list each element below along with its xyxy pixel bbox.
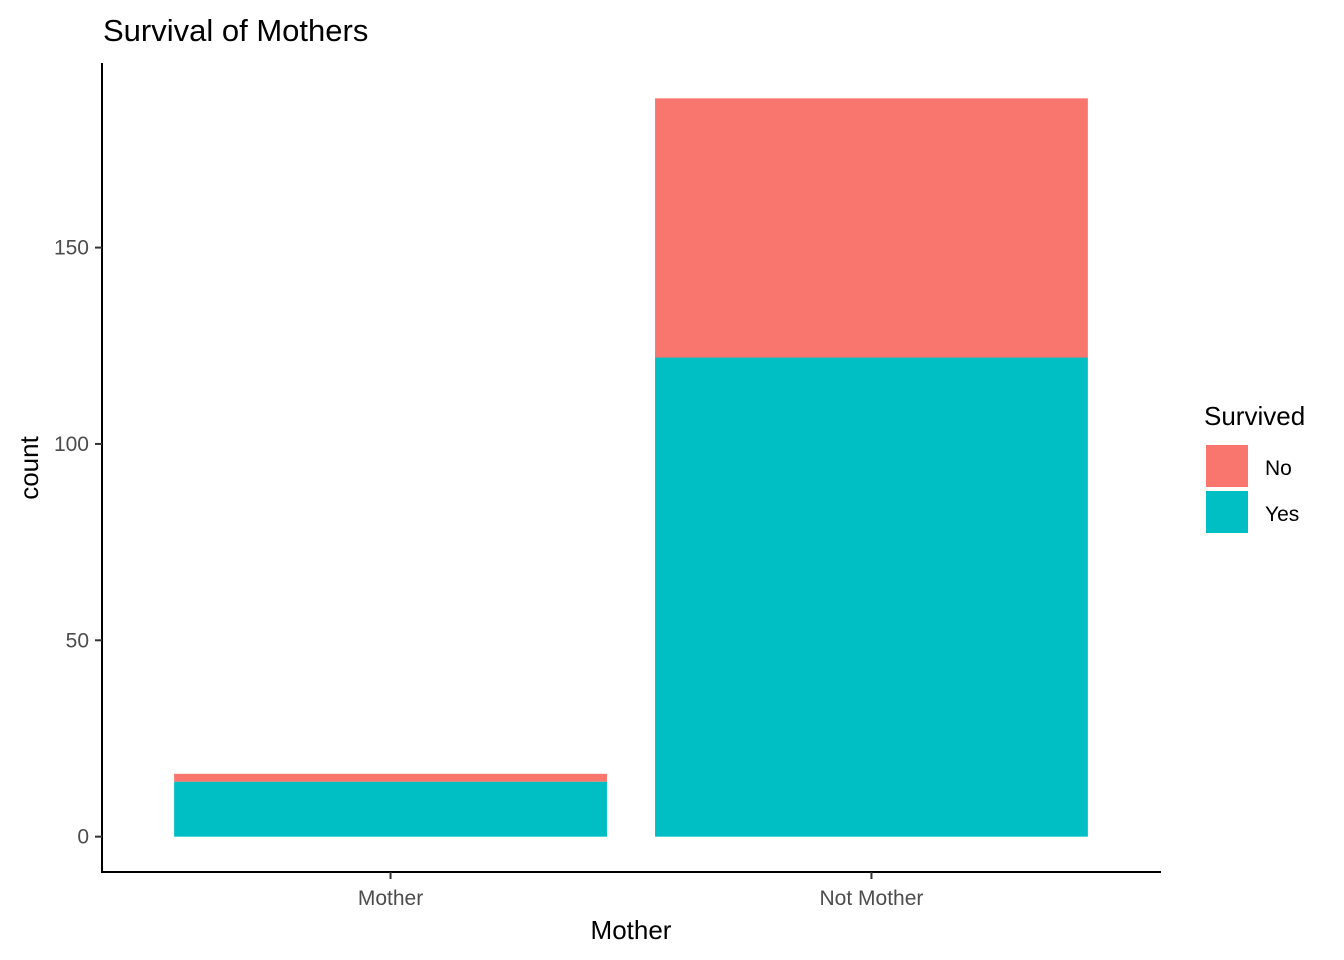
y-tick-label: 50 bbox=[66, 629, 89, 652]
bar-mother-yes bbox=[174, 781, 607, 837]
y-axis-title: count bbox=[14, 435, 44, 499]
legend: Survived No Yes bbox=[1204, 401, 1305, 533]
bar-not-mother-yes bbox=[655, 357, 1088, 837]
x-axis-title: Mother bbox=[591, 915, 672, 945]
legend-swatch-yes bbox=[1206, 491, 1248, 533]
y-tick-label: 100 bbox=[54, 433, 89, 456]
y-tick-label: 150 bbox=[54, 237, 89, 260]
legend-label-no: No bbox=[1265, 457, 1292, 480]
y-tick-label: 0 bbox=[77, 826, 89, 849]
chart-title: Survival of Mothers bbox=[103, 13, 368, 48]
legend-title: Survived bbox=[1204, 401, 1305, 431]
bar-mother-no bbox=[174, 773, 607, 782]
legend-swatch-no bbox=[1206, 445, 1248, 487]
x-tick-label: Not Mother bbox=[820, 887, 924, 910]
bar-not-mother-no bbox=[655, 98, 1088, 358]
bars-group bbox=[174, 98, 1088, 837]
x-axis-ticks: Mother Not Mother bbox=[358, 872, 924, 910]
y-axis-ticks: 0 50 100 150 bbox=[54, 237, 102, 849]
legend-label-yes: Yes bbox=[1265, 503, 1299, 526]
x-tick-label: Mother bbox=[358, 887, 423, 910]
